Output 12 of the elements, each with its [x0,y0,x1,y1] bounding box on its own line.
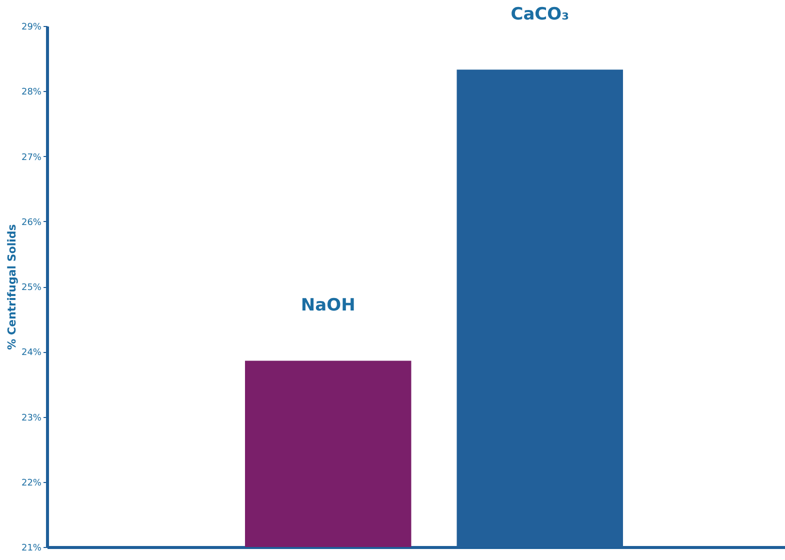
y-tick-label: 29% [21,22,42,32]
x-tick-label: CaCO₃ [510,4,570,25]
y-tick-label: 21% [21,544,42,554]
y-tick-label: 26% [21,218,42,228]
y-tick-label: 28% [21,88,42,98]
y-tick-label: 27% [21,152,42,163]
y-axis-title: % Centrifugal Solids [5,224,18,350]
y-tick-label: 22% [21,478,42,488]
y-tick-label: 24% [21,348,42,358]
y-tick-label: 25% [21,283,42,293]
x-tick-label: NaOH [300,296,356,316]
y-tick-label: 23% [21,413,42,424]
